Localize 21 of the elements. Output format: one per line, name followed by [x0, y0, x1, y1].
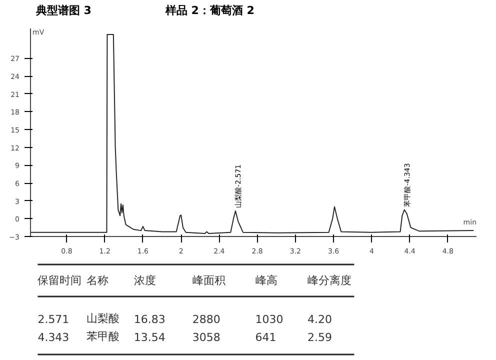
text: 4.20 — [307, 313, 332, 326]
line-series — [30, 34, 474, 234]
text: 641 — [255, 331, 276, 344]
text: 浓度 — [134, 274, 156, 287]
text: 2.59 — [307, 331, 332, 344]
text: 16.83 — [134, 313, 166, 326]
text: 保留时间 — [38, 274, 82, 287]
text: 峰面积 — [192, 274, 226, 287]
text: 峰分离度 — [307, 274, 352, 287]
chart-title: 典型谱图 3 — [34, 4, 92, 17]
text: 13.54 — [134, 331, 166, 344]
text: 2880 — [192, 313, 220, 326]
text: 4.343 — [38, 331, 70, 344]
text: 1030 — [255, 313, 284, 326]
text: 名称 — [86, 274, 108, 287]
text: 山梨酸 — [86, 312, 120, 325]
chart-subtitle: 样品 2：葡萄酒 2 — [164, 4, 254, 17]
text: 3058 — [192, 331, 220, 344]
text: 峰高 — [255, 274, 278, 287]
text: 2.571 — [38, 313, 70, 326]
text: 苯甲酸 — [86, 330, 120, 343]
